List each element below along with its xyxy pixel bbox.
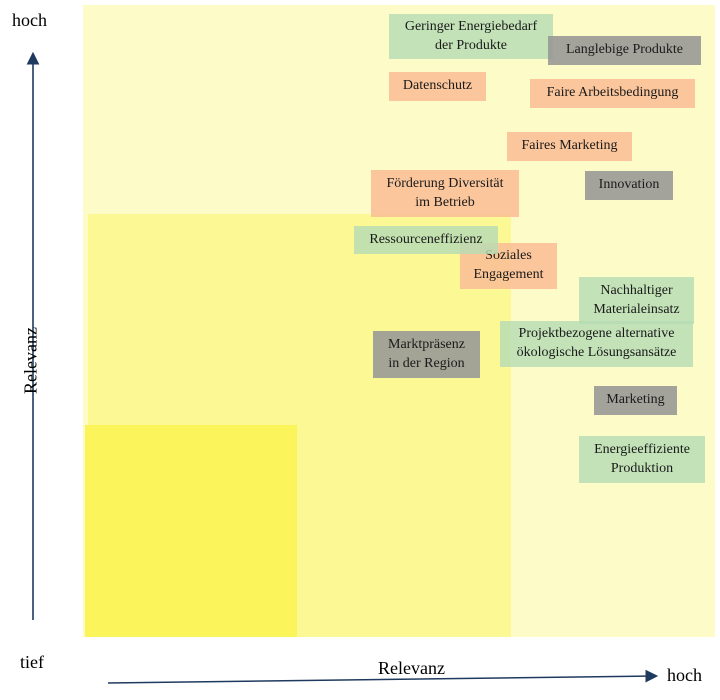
topic-label-line: Marketing [606, 392, 665, 408]
relevance-zone-inner [85, 425, 297, 637]
topic-label-line: Faire Arbeitsbedingung [546, 85, 679, 101]
topic-langlebige-produkte: Langlebige Produkte [548, 36, 701, 65]
topic-label-line: im Betrieb [415, 194, 475, 210]
topic-label-line: Geringer Energiebedarf [404, 18, 538, 34]
topic-label-line: Langlebige Produkte [565, 42, 684, 58]
topic-ressourceneffizienz: Ressourceneffizienz [354, 226, 498, 254]
topic-foerderung-diversitaet: Förderung Diversität im Betrieb [371, 170, 519, 217]
topic-label-line: Energieeffiziente [594, 441, 690, 457]
x-axis-arrow [107, 669, 659, 684]
topic-label-line: Faires Marketing [521, 138, 618, 154]
x-axis-high-label: hoch [667, 665, 702, 685]
topic-label-line: Produktion [610, 460, 674, 476]
topic-innovation: Innovation [585, 171, 673, 200]
topic-label-line: Marktpräsenz [388, 336, 465, 352]
topic-label-line: ökologische Lösungsansätze [516, 345, 677, 360]
x-axis-title: Relevanz [378, 658, 445, 678]
topic-label-line: Nachhaltiger [600, 282, 673, 298]
y-axis-low-label: tief [20, 652, 44, 672]
topic-faires-marketing: Faires Marketing [507, 132, 632, 161]
topic-label-line: in der Region [388, 355, 465, 371]
topic-nachhaltiger-materialeinsatz: Nachhaltiger Materialeinsatz [579, 277, 694, 324]
topic-label-line: der Produkte [435, 37, 507, 53]
topic-datenschutz: Datenschutz [389, 72, 486, 101]
topic-projektbezogene-loesungen: Projektbezogene alternative ökologische L… [500, 321, 693, 367]
topic-label-line: Ressourceneffizienz [369, 231, 483, 247]
topic-label-line: Materialeinsatz [593, 301, 680, 317]
topic-label-line: Innovation [598, 177, 660, 193]
y-axis-high-label: hoch [12, 10, 47, 30]
topic-geringer-energiebedarf: Geringer Energiebedarf der Produkte [389, 14, 553, 59]
topic-label-line: Datenschutz [402, 78, 473, 94]
topic-energieeffiziente-produktion: Energieeffiziente Produktion [579, 436, 705, 483]
topic-label-line: Engagement [473, 267, 544, 282]
topic-label-line: Projektbezogene alternative [518, 326, 675, 342]
y-axis-title: Relevanz [20, 327, 41, 394]
topic-marketing: Marketing [594, 386, 677, 415]
topic-label-line: Förderung Diversität [386, 175, 504, 191]
topic-faire-arbeitsbedingung: Faire Arbeitsbedingung [530, 79, 695, 108]
topic-marktpraesenz: Marktpräsenz in der Region [373, 331, 480, 378]
